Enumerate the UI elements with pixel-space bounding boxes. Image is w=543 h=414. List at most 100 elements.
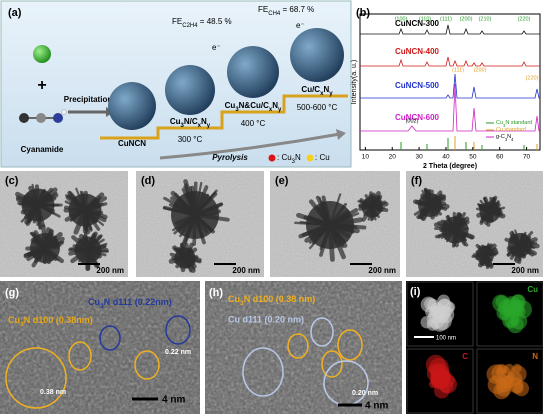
region-marker <box>5 347 67 409</box>
particle-petal <box>82 190 88 213</box>
scale-label: 200 nm <box>511 266 539 275</box>
mapping-signal <box>495 295 508 308</box>
particle-petal <box>370 196 380 209</box>
particle-petal <box>29 232 47 250</box>
stage-label: CuNCN <box>118 139 146 148</box>
fe-ch4: FECH4 = 68.7 % <box>258 5 314 16</box>
legend-label: Cu3N standard <box>496 120 532 127</box>
particle-petal <box>85 232 97 253</box>
particle-petal <box>65 194 87 212</box>
particle-petal <box>482 245 487 257</box>
text-part: N standard <box>505 120 532 126</box>
particle-petal <box>42 238 58 251</box>
cu3n-planes: (100) (110) (111) (200) (210) (220) <box>395 16 531 22</box>
region-marker <box>165 315 191 345</box>
region-marker <box>287 333 309 359</box>
spacing-label: 0.38 nm <box>40 389 66 396</box>
panel-label: (b) <box>356 7 370 19</box>
cu-planes: (111) (200) (220) <box>452 67 539 81</box>
particle-petal <box>42 227 51 251</box>
scale-label: 4 nm <box>162 395 185 406</box>
copper-ion <box>33 45 51 63</box>
stage-temperature: 500-600 °C <box>297 103 338 112</box>
particle-petal <box>86 245 107 252</box>
particle-petal <box>36 203 42 230</box>
panel-label: (i) <box>410 286 421 298</box>
region-marker <box>310 317 334 347</box>
particle-petal <box>442 219 457 232</box>
particle-petal <box>483 244 492 257</box>
scale-label: 200 nm <box>96 266 124 275</box>
text-part: Cu <box>170 117 181 126</box>
panel-label: (c) <box>5 175 19 187</box>
stage-label: Cu3N&Cu/CxNy <box>225 101 282 112</box>
precipitation-label: Precipitation <box>64 95 113 104</box>
annotation: Cu3N d100 (0.38 nm) <box>228 294 315 307</box>
image-texture <box>205 281 402 414</box>
particle-petal <box>452 212 462 233</box>
particle-petal <box>34 184 41 208</box>
stage-temperature: 400 °C <box>241 119 266 128</box>
stage-temperature: 300 °C <box>178 135 203 144</box>
plot-frame <box>359 13 541 151</box>
mapping-signal <box>486 364 506 385</box>
plane-label: (002) <box>406 118 419 124</box>
hrtem-image: (g)Cu3N d111 (0.22nm)Cu3N d100 (0.38nm)0… <box>0 281 200 414</box>
stage3-sphere <box>290 28 344 82</box>
text-part: 3 <box>505 137 508 142</box>
annotation: Cu d111 (0.20 nm) <box>228 314 304 324</box>
region-marker <box>134 350 160 380</box>
arrowhead <box>336 129 346 140</box>
particle-petal <box>437 228 457 239</box>
scale-label: 4 nm <box>365 401 388 412</box>
tem-image: (e) 200 nm <box>270 171 400 277</box>
x-tick-label: 30 <box>415 154 423 161</box>
mapping-signal <box>434 374 445 385</box>
tile-border <box>476 281 543 347</box>
scale-label: 200 nm <box>368 266 396 275</box>
particle-petal <box>453 228 474 240</box>
text-part: Cu <box>88 297 100 307</box>
x-tick-label: 70 <box>523 154 531 161</box>
text-part: 3 <box>292 159 296 165</box>
cu-standard <box>454 136 538 150</box>
spacing-label: 0.20 nm <box>352 390 378 397</box>
tem-image: (f) 200 nm <box>406 171 543 277</box>
text-part: FE <box>258 5 268 14</box>
tem-image: (c) 200 nm <box>0 171 128 277</box>
tem-image: (d) 200 nm <box>136 171 264 277</box>
text-part: y <box>329 91 333 97</box>
particle-petal <box>70 247 91 264</box>
region-marker <box>321 350 343 378</box>
particle-petal <box>22 202 41 209</box>
plane-label: (220) <box>526 75 539 81</box>
temperature-steps <box>100 94 348 140</box>
tem-row: (c) 200 nm (d) 200 nm (e) 200 nm (f) 200 nm <box>0 171 543 277</box>
particle-petal <box>193 213 205 239</box>
region-marker <box>99 325 121 351</box>
text-part: Cu <box>225 101 236 110</box>
particle-petal <box>83 208 99 223</box>
stage2-sphere <box>227 46 279 98</box>
particle-petal <box>308 223 332 244</box>
sample-label: CuNCN-600 <box>395 113 440 122</box>
particle-petal <box>36 203 61 218</box>
text-part: 3 <box>503 123 506 128</box>
particle-petal <box>319 223 332 251</box>
spacing-label: 0.22 nm <box>165 349 191 356</box>
plus: + <box>37 77 46 94</box>
plane-label: (220) <box>518 16 531 22</box>
particle-petal <box>488 197 496 214</box>
text-part: CH4 <box>268 11 281 17</box>
particle-petal <box>427 202 450 209</box>
particle-petal <box>183 249 193 260</box>
text-part: N d100 (0.38nm) <box>24 315 93 325</box>
electron: e⁻ <box>212 43 221 52</box>
particle-petal <box>193 181 203 217</box>
particle-petal <box>183 213 197 244</box>
xrd-trace <box>360 83 540 132</box>
panel-label: (d) <box>141 175 155 187</box>
map-label: Cu <box>527 285 538 294</box>
hrtem-image: (h) Cu3N d100 (0.38 nm) Cu d111 (0.20 nm) 0… <box>205 281 402 414</box>
plane-label: (200) <box>474 67 487 73</box>
